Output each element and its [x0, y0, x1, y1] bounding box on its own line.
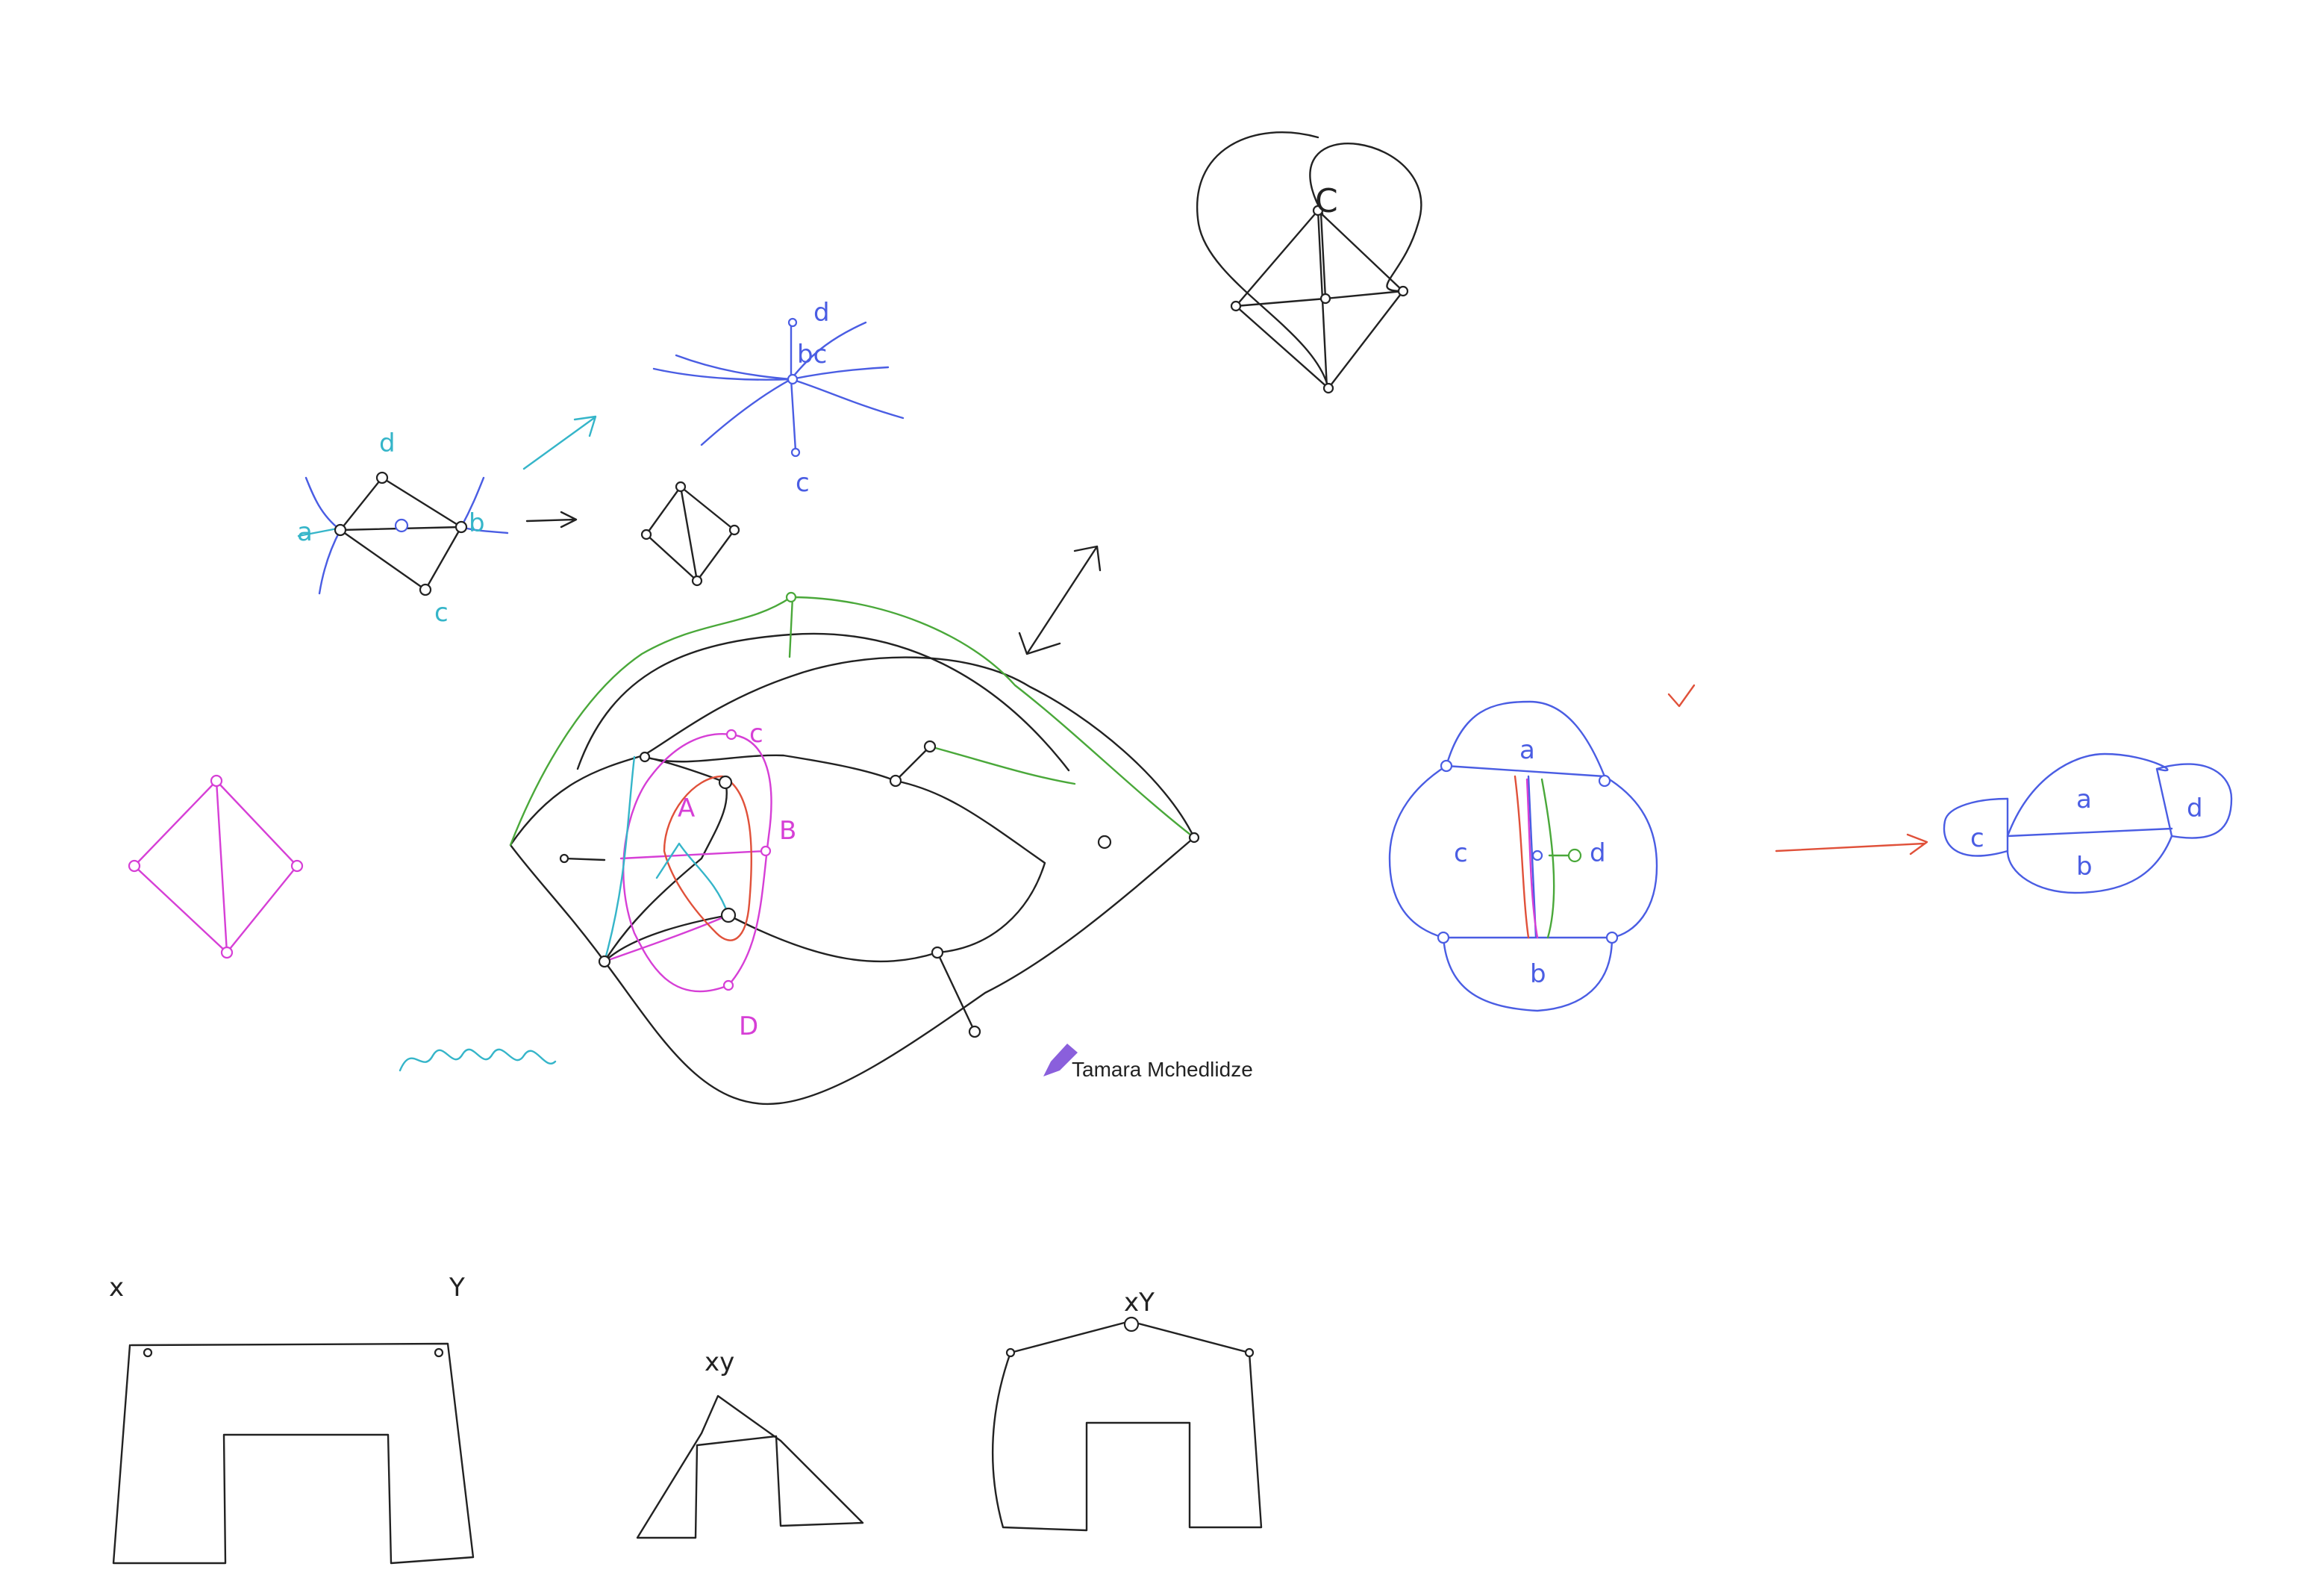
star-label-c: c — [796, 468, 810, 498]
red-arrow — [1775, 833, 1928, 855]
star-label-d: d — [813, 298, 830, 328]
result-label-d: d — [2187, 794, 2203, 823]
face-label-B: B — [779, 816, 796, 846]
bottom-middle-figure: xy — [636, 1347, 864, 1539]
diamond-edges — [339, 476, 463, 591]
small-kite-graph — [640, 481, 740, 587]
label-c: c — [434, 598, 449, 628]
collaborator-name: Tamara Mchedlidze — [1072, 1058, 1253, 1081]
main-graph: A B c D — [509, 591, 1200, 1106]
top-loop-graph: C — [1196, 131, 1422, 394]
bubble-label-b: b — [1530, 959, 1546, 989]
arrow-black-right — [525, 511, 578, 529]
bubble-label-c: c — [1454, 838, 1468, 868]
face-label-D: D — [739, 1011, 758, 1041]
label-b: b — [469, 508, 485, 538]
face-label-C: c — [749, 719, 763, 749]
loop-label-c: C — [1315, 182, 1338, 220]
small-diamond-graph: d a b c — [297, 428, 509, 628]
label-a: a — [297, 517, 313, 547]
bubble-label-a: a — [1519, 735, 1535, 765]
result-label-b: b — [2076, 852, 2093, 882]
arch-right-label-xy: xY — [1124, 1288, 1155, 1318]
pencil-icon — [1043, 1044, 1078, 1076]
result-label-c: c — [1970, 823, 1984, 853]
label-d: d — [379, 428, 396, 458]
mid-label-xy: xy — [705, 1347, 734, 1377]
blue-result-diagram: a b c d — [1943, 752, 2233, 894]
bottom-left-arch: x Y — [109, 1273, 475, 1565]
diamond-blue-rays — [304, 476, 509, 595]
collaborator-cursor: Tamara Mchedlidze — [1043, 1044, 1253, 1081]
cyan-squiggle — [399, 1048, 557, 1072]
arrow-cyan-up — [522, 415, 597, 470]
star-label-bc: bc — [797, 340, 827, 370]
double-arrow — [1018, 545, 1102, 655]
arch-label-y: Y — [449, 1273, 465, 1303]
result-label-a: a — [2076, 785, 2092, 814]
arch-label-x: x — [109, 1273, 124, 1303]
blue-star-graph: d bc c — [652, 298, 905, 498]
red-check — [1667, 684, 1696, 708]
diamond-cyan-rays — [297, 527, 339, 537]
face-label-A: A — [678, 794, 695, 823]
blue-bubble-diagram: a c d b — [1388, 700, 1658, 1012]
bottom-right-arch: xY — [992, 1288, 1263, 1532]
bubble-label-d: d — [1590, 838, 1606, 868]
magenta-diamond — [128, 774, 304, 959]
